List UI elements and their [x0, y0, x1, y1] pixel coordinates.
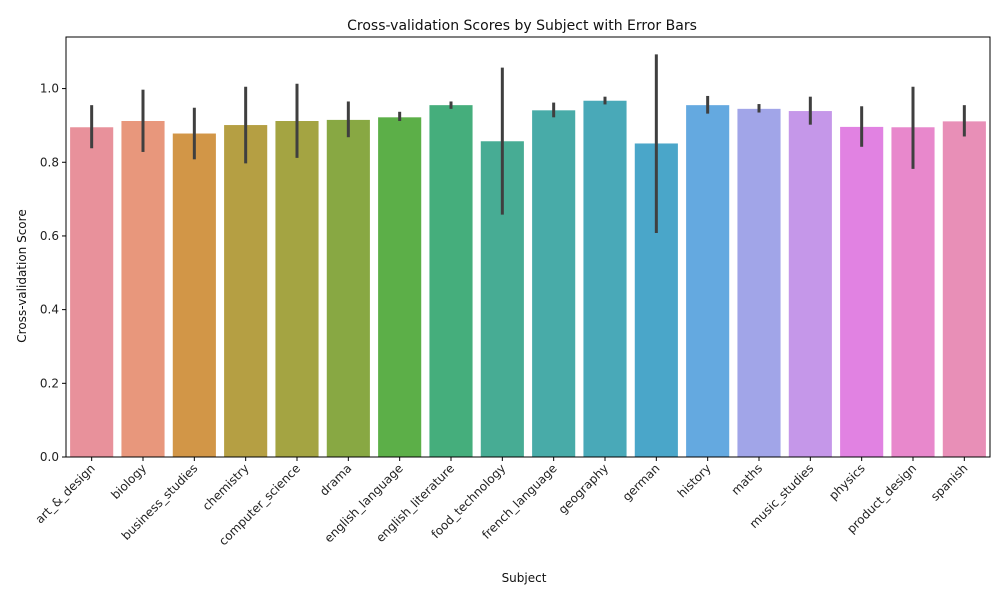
error-bars-layer — [90, 54, 966, 233]
bar-biology — [121, 121, 165, 457]
x-tick-label: art_&_design — [33, 461, 98, 526]
plot-frame — [65, 36, 991, 458]
y-tick-label: 0.8 — [40, 155, 59, 169]
x-tick-label: maths — [729, 461, 765, 497]
bar-geography — [583, 100, 627, 457]
x-tick-label: physics — [826, 461, 868, 503]
x-tick-label: spanish — [928, 461, 970, 503]
y-tick-label: 0.2 — [40, 376, 59, 390]
x-tick-label: biology — [108, 461, 149, 502]
y-tick-label: 0.6 — [40, 229, 59, 243]
bar-spanish — [942, 121, 986, 458]
y-tick-label: 1.0 — [40, 82, 59, 96]
y-tick-label: 0.4 — [40, 303, 59, 317]
chart-title: Cross-validation Scores by Subject with … — [347, 18, 697, 34]
bar-maths — [737, 108, 781, 457]
bar-product_design — [891, 127, 935, 458]
bar-drama — [326, 119, 370, 457]
bar-french_language — [532, 110, 576, 457]
x-tick-label: drama — [317, 461, 354, 498]
bar-physics — [840, 126, 884, 457]
x-tick-label: history — [675, 461, 714, 500]
y-axis-label: Cross-validation Score — [15, 209, 29, 342]
bar-chemistry — [224, 125, 268, 457]
y-tick-label: 0.0 — [40, 450, 59, 464]
x-axis-label: Subject — [502, 571, 547, 585]
x-tick-label: geography — [556, 461, 612, 517]
bar-english_language — [378, 117, 422, 457]
x-tick-label: chemistry — [200, 461, 252, 513]
bar-english_literature — [429, 105, 473, 457]
bars-layer — [70, 100, 986, 458]
bar-art_&_design — [70, 127, 114, 458]
bar-computer_science — [275, 121, 319, 457]
bar-music_studies — [788, 111, 832, 457]
bar-history — [686, 105, 730, 457]
y-axis: 0.0 0.2 0.4 0.6 0.8 1.0 — [40, 82, 66, 464]
bar-business_studies — [172, 133, 216, 458]
x-tick-label: german — [620, 461, 663, 504]
